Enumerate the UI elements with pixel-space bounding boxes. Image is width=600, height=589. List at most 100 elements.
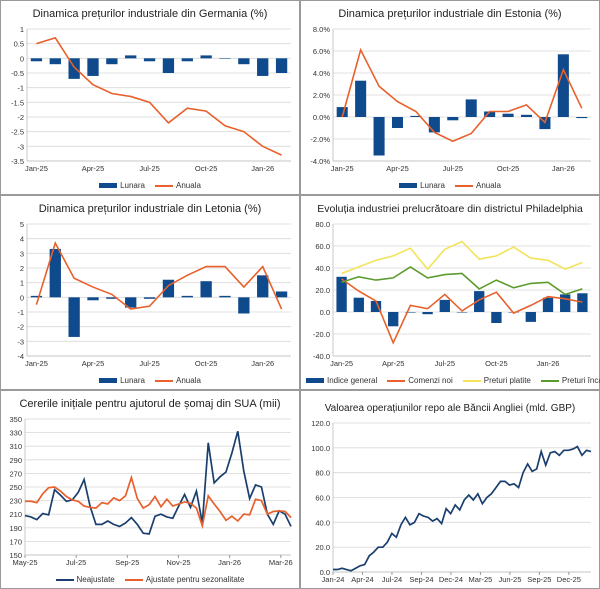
chart-latvia: Dinamica prețurilor industriale din Leto… [0,195,300,390]
y-tick-label: 0.5 [14,40,24,49]
y-tick-label: -4 [17,352,24,361]
chart-svg: -4 -3 -2 -1 0 1 2 3 4 5 Jan-25 Apr-25 Jul-25 Oct-25 Ja… [17,220,291,368]
x-tick-label: Dec-25 [557,575,581,584]
chart-boe-repo: Valoarea operațiunilor repo ale Băncii A… [300,390,600,589]
bar [181,58,193,62]
y-tick-label: -4.0% [310,157,330,166]
legend-swatch [155,379,173,382]
chart-estonia: Dinamica prețurilor industriale din Esto… [300,0,600,195]
legend-swatch [124,578,143,581]
x-tick-label: Oct-25 [497,164,520,173]
bar [439,299,450,312]
y-tick-label: -3 [17,337,24,346]
bar [422,312,433,315]
legend-swatch [99,183,118,189]
y-tick-label: -1 [17,308,24,317]
bar [106,297,118,299]
legend-item: Preturi încasate [540,376,600,385]
y-tick-label: 3 [20,249,24,258]
bar [162,58,175,73]
x-tick-label: Sep-25 [527,575,551,584]
chart-title: Evoluția industriei prelucrătoare din di… [317,203,583,215]
bar [68,58,80,79]
chart-philadelphia: Evoluția industriei prelucrătoare din di… [300,195,600,390]
y-tick-label: 40.0 [315,518,330,527]
legend-label: Anuala [176,181,201,190]
y-tick-label: -20.0 [313,330,330,339]
legend: Lunara Anuala [301,181,599,190]
x-tick-label: Dec-24 [439,575,463,584]
bar [388,312,399,327]
series-line [25,474,292,530]
bar [30,58,43,62]
y-tick-label: -3.5 [11,157,24,166]
y-tick-label: 2.0% [313,91,330,100]
bar [219,58,231,59]
chart-us-claims: Cererile inițiale pentru ajutorul de șom… [0,390,300,589]
x-tick-label: Jan-25 [331,164,354,173]
legend-swatch [55,578,74,581]
series-line [341,240,583,275]
legend-label: Lunara [120,376,145,385]
x-tick-label: Jul-25 [139,164,159,173]
y-tick-label: 6.0% [313,47,330,56]
bar [257,58,269,76]
y-tick-label: 230 [9,497,22,506]
chart-title: Cererile inițiale pentru ajutorul de șom… [19,398,281,410]
chart-title: Dinamica prețurilor industriale din Germ… [32,8,268,20]
bar [87,297,99,301]
legend-label: Comenzi noi [408,376,453,385]
bar [87,58,99,76]
chart-svg: -3.5 -3 -2.5 -2 -1.5 -1 -0.5 0 0.5 1 Jan-25 Apr-25 J… [11,25,291,173]
legend-item: Comenzi noi [387,376,453,385]
y-tick-label: 20.0 [315,286,330,295]
x-tick-label: Jan-26 [537,359,560,368]
x-tick-label: Oct-25 [195,164,218,173]
series-line [341,278,583,345]
bar [474,291,485,312]
legend: Lunara Anuala [1,376,299,385]
bar [219,295,231,298]
bar [200,281,212,298]
y-tick-label: 2 [20,264,24,273]
y-tick-label: -0.5 [11,69,24,78]
bar [30,295,43,298]
bar [257,275,269,298]
legend-swatch [155,184,173,187]
y-tick-label: 4.0% [313,69,330,78]
bar [68,297,80,337]
bar [143,58,156,62]
chart-title: Valoarea operațiunilor repo ale Băncii A… [324,403,576,414]
x-tick-label: Jan-26 [552,164,575,173]
y-tick-label: 80.0 [315,220,330,229]
chart-title: Dinamica prețurilor industriale din Esto… [338,8,562,20]
bar [275,291,288,298]
y-tick-label: 210 [9,510,22,519]
y-tick-label: -40.0 [313,352,330,361]
y-tick-label: -1 [17,84,24,93]
chart-svg: 150 170 190 210 230 250 270 290 310 330 350 May-25 J… [9,415,292,567]
x-tick-label: Oct-25 [485,359,508,368]
x-tick-label: Nov-25 [166,558,190,567]
bar [491,312,502,323]
x-tick-label: Sep-25 [115,558,139,567]
bar [502,113,514,117]
bar [49,248,61,298]
bar [370,301,382,312]
x-tick-label: Apr-25 [386,164,409,173]
y-tick-label: 80.0 [315,469,330,478]
legend-label: Preturi încasate [561,376,600,385]
legend: Indice general Comenzi noi Preturi platite… [301,376,600,385]
chart-svg: -40.0 -20.0 0.0 20.0 40.0 60.0 80.0 Jan-25 Apr-2… [313,220,591,368]
bar [557,54,569,117]
x-tick-label: Jan-25 [25,359,48,368]
bar [125,297,137,308]
y-tick-label: -2.0% [310,135,330,144]
y-tick-label: 100.0 [311,444,330,453]
series-line [24,431,292,535]
y-tick-label: 0.0 [320,308,330,317]
x-tick-label: Apr-25 [82,359,105,368]
x-tick-label: Apr-24 [351,575,374,584]
y-tick-label: 150 [9,551,22,560]
